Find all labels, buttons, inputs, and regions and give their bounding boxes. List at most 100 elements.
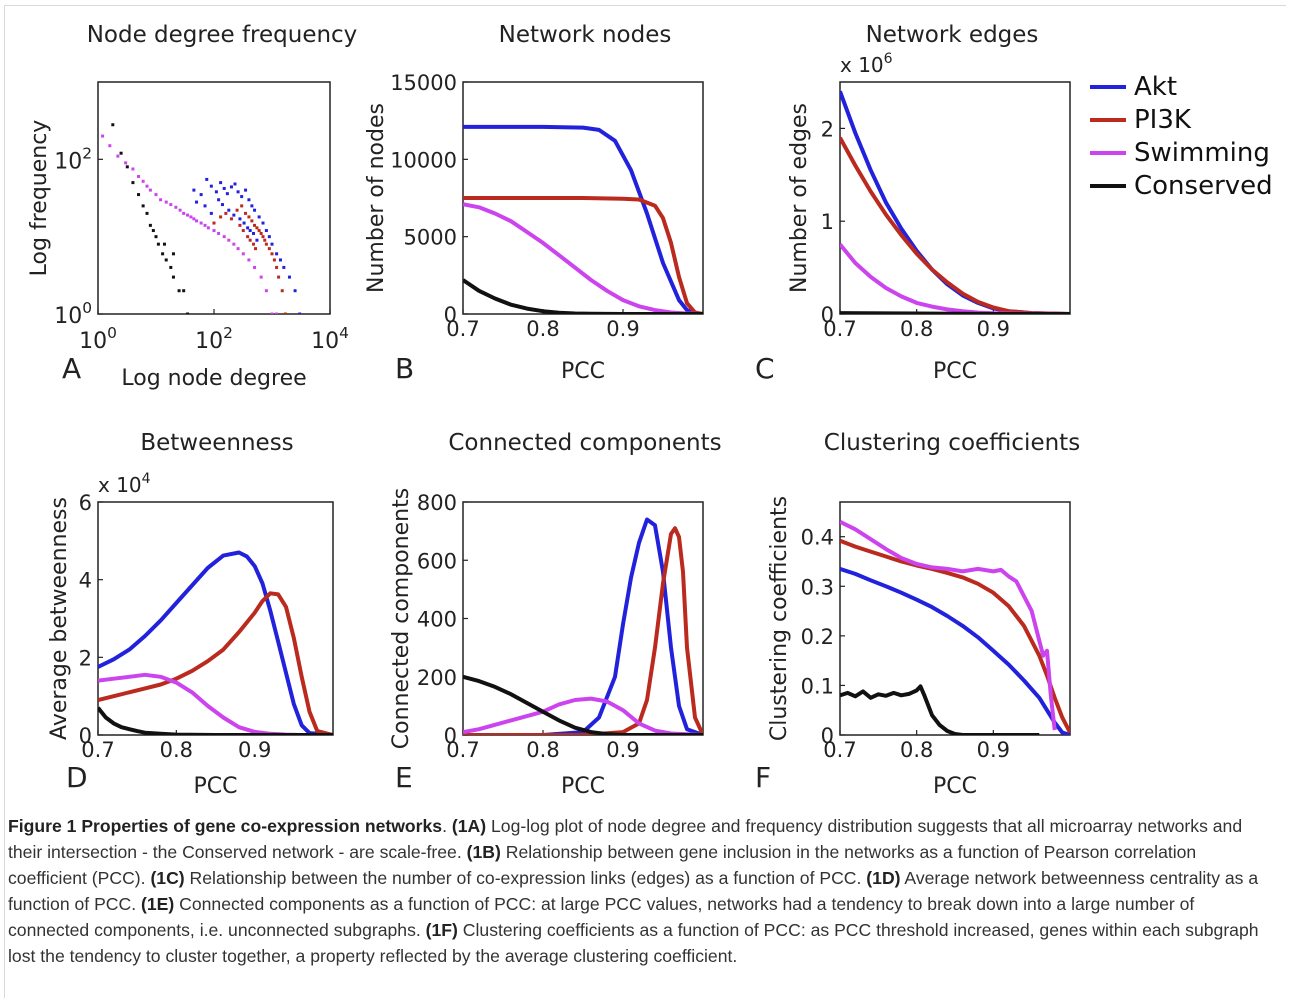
panel-a-series-pi3k-point-18 — [272, 258, 276, 262]
panel-a-series-swimming-point-2 — [116, 154, 120, 158]
panel-e-series-conserved-line — [463, 674, 703, 735]
panel-a-series-pi3k-point-11 — [257, 229, 261, 233]
panel-d-series-akt-line — [98, 550, 333, 735]
panel-a-series-akt-point-16 — [257, 215, 261, 219]
panel-a-series-swimming-point-19 — [195, 219, 199, 223]
panel-c-title: Network edges — [866, 22, 1039, 48]
panel-a-series-conserved-point-9 — [156, 242, 160, 246]
panel-a-xtick-label-1: 102 — [195, 324, 233, 354]
panel-a-series-akt-point-8 — [229, 185, 233, 189]
panel-a-series-akt-point-27 — [195, 200, 199, 204]
panel-d-series-pi3k-line — [98, 591, 333, 735]
panel-b-xtick-label-1: 0.8 — [526, 317, 559, 341]
panel-a-series-akt-point-21 — [275, 252, 279, 256]
panel-e-series-akt — [463, 517, 703, 735]
panel-b-series-pi3k-line — [463, 196, 703, 314]
panel-b-xlabel: PCC — [561, 359, 605, 384]
panel-f-ytick-label-3: 0.3 — [801, 575, 834, 599]
panel-a-series-conserved-point-3 — [131, 181, 135, 185]
caption-text-1f: Clustering coefficients as a function of… — [8, 920, 1259, 966]
panel-a-series-pi3k-point-1 — [219, 215, 223, 219]
panel-f-series-akt-line — [840, 566, 1070, 735]
panel-a-series-akt-point-20 — [270, 242, 274, 246]
panel-a-series-akt-point-26 — [298, 312, 302, 314]
panel-f-ytick-label-0: 0 — [821, 724, 834, 748]
panel-e-ytick-label-0: 0 — [444, 724, 457, 748]
panel-a-series-akt-point-17 — [261, 221, 265, 225]
panel-a-series-akt-point-9 — [233, 182, 237, 186]
panel-a-series-conserved-point-16 — [186, 312, 190, 314]
panel-d-ytick-label-2: 4 — [79, 569, 92, 593]
panel-a-series-akt-point-37 — [248, 229, 252, 233]
panel-a-series-conserved-point-17 — [171, 252, 175, 256]
panel-f-letter: F — [755, 761, 771, 794]
panel-a-series-swimming-point-7 — [145, 184, 149, 188]
panel-b-ytick-label-1: 5000 — [404, 226, 457, 250]
panel-a-series-akt-point-24 — [287, 275, 291, 279]
panel-d-series-conserved — [98, 706, 333, 735]
panel-a-series-akt-point-23 — [282, 265, 286, 269]
panel-a-series-pi3k-point-19 — [275, 265, 279, 269]
panel-a-series-akt-point-33 — [232, 213, 236, 217]
panel-b: Network nodes 0.7 0.8 0.9 0 5000 10000 15000 PCC… — [364, 22, 704, 385]
panel-a-series-swimming-point-32 — [259, 275, 263, 279]
caption-text-1b: Relationship between gene inclusion in t… — [8, 842, 1197, 888]
panel-b-series-akt-line — [463, 124, 703, 314]
panel-a-series-swimming-point-35 — [275, 312, 279, 314]
legend-swatch-akt — [1090, 84, 1126, 89]
panel-a-series-conserved-point-7 — [148, 223, 152, 227]
panel-a-series-conserved-point-19 — [151, 229, 155, 233]
panel-a-letter: A — [62, 352, 81, 385]
legend-item-akt: Akt — [1090, 70, 1285, 103]
panel-a-series-pi3k-point-4 — [235, 208, 239, 212]
panel-a-series-akt-point-30 — [217, 198, 221, 202]
legend-swatch-swimming — [1090, 150, 1126, 155]
panel-a-series-pi3k-point-9 — [253, 223, 257, 227]
panel-e-ytick-label-1: 200 — [417, 666, 457, 690]
panel-a-series-swimming-point-20 — [199, 221, 203, 225]
panel-d-title: Betweenness — [140, 430, 293, 456]
panel-a-series-conserved-point-14 — [177, 289, 181, 293]
panel-a-series-akt-point-19 — [267, 235, 271, 239]
panel-d-ytick-label-0: 0 — [79, 724, 92, 748]
panel-a-series-conserved-point-6 — [145, 211, 149, 215]
caption-ref-1b: (1B) — [466, 842, 501, 862]
panel-b-series-akt — [463, 124, 703, 314]
panel-d-ytick-label-3: 6 — [79, 491, 92, 515]
panel-c-xtick-label-2: 0.9 — [977, 317, 1010, 341]
panel-a-series-akt-point-18 — [264, 229, 268, 233]
panel-a-series-akt-point-14 — [250, 204, 254, 208]
panel-a-series-akt-point-12 — [244, 188, 248, 192]
panel-a-series-conserved-point-0 — [111, 123, 115, 127]
panel-b-ylabel: Number of nodes — [364, 103, 389, 293]
legend-item-pi3k: PI3K — [1090, 103, 1285, 136]
panel-a-series-akt-point-25 — [293, 289, 297, 293]
panel-b-series-conserved-line — [463, 278, 703, 314]
panel-e-xtick-label-0: 0.7 — [446, 738, 479, 762]
panel-d-series-akt — [98, 550, 333, 735]
panel-a-series-swimming-point-5 — [137, 174, 141, 178]
panel-e-series-swimming — [463, 696, 703, 735]
panel-d-xlabel: PCC — [194, 774, 238, 799]
panel-a-series-pi3k-point-17 — [270, 252, 274, 256]
panel-e-ytick-label-3: 600 — [417, 549, 457, 573]
panel-f-series-akt — [840, 566, 1070, 735]
panel-f-series-conserved — [840, 684, 1040, 735]
panel-a-series-akt-point-15 — [253, 208, 257, 212]
panel-f-title: Clustering coefficients — [824, 430, 1080, 456]
panel-a-series-swimming-point-34 — [270, 312, 274, 314]
panel-d: Betweenness 0.7 0.8 0.9 0 2 4 6x 104 PCC Average … — [47, 430, 334, 799]
panel-a-series-swimming-point-31 — [253, 265, 257, 269]
panel-f-ylabel: Clustering coefficients — [767, 496, 792, 741]
panel-a-series-swimming-point-1 — [108, 144, 112, 148]
caption-ref-1e: (1E) — [141, 894, 175, 914]
caption-text-1d: Average network betweenness centrality a… — [8, 868, 1259, 914]
panel-d-ytick-label-1: 2 — [79, 646, 92, 670]
panel-a-series-swimming-point-14 — [178, 208, 182, 212]
panel-a-series-swimming-point-15 — [182, 211, 186, 215]
panel-a-series-conserved-point-5 — [141, 204, 145, 208]
panel-c-series-conserved-line — [840, 311, 1070, 314]
panel-a-series-pi3k-point-26 — [248, 238, 252, 242]
legend: Akt PI3K Swimming Conserved — [1090, 70, 1285, 202]
panel-e-series-akt-line — [463, 517, 703, 735]
